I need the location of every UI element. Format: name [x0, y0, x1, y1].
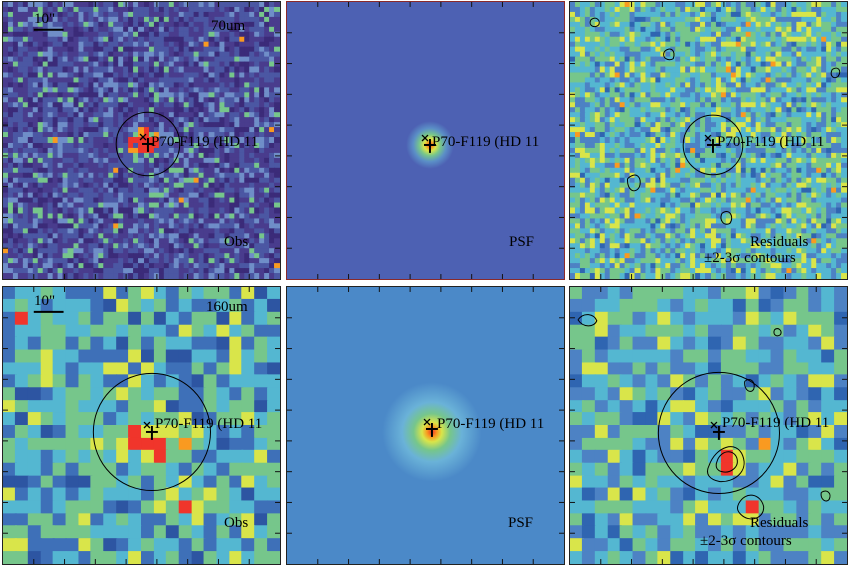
source-marker-70um-psf — [421, 134, 436, 153]
panel-label: Obs — [224, 515, 249, 531]
residual-contours — [577, 314, 831, 520]
panel-160um-observation: 10" 160um P70-F119 (HD 11 Obs — [2, 286, 281, 565]
frame-ticks — [570, 287, 847, 564]
contours-label: ±2-3σ contours — [704, 250, 796, 266]
panel-160um-residuals: P70-F119 (HD 11 Residuals ±2-3σ contours — [569, 286, 848, 565]
residuals-label: Residuals — [750, 515, 809, 531]
residuals-label: Residuals — [750, 234, 809, 250]
panel-svg — [287, 2, 564, 279]
pixel-map — [570, 2, 847, 279]
frame-ticks — [570, 2, 847, 279]
panel-svg — [3, 2, 280, 279]
panel-svg — [570, 287, 847, 564]
source-label: P70-F119 (HD 11 — [717, 134, 825, 150]
psf-image — [287, 287, 564, 564]
residual-contours — [589, 17, 841, 225]
panel-label: PSF — [509, 234, 535, 250]
pixel-map — [3, 287, 280, 564]
source-marker-160um-obs — [143, 421, 158, 440]
source-marker-160um-psf — [423, 418, 438, 437]
aperture-circle — [92, 372, 211, 492]
scale-bar-label: 10" — [34, 11, 56, 27]
panel-svg — [570, 2, 847, 279]
frame-ticks — [3, 287, 280, 564]
source-label: P70-F119 (HD 11 — [437, 416, 545, 432]
source-marker-70um-obs — [115, 111, 181, 177]
source-marker-70um-residual — [704, 134, 719, 153]
panel-70um-psf: P70-F119 (HD 11 PSF — [286, 1, 565, 280]
panel-160um-psf: P70-F119 (HD 11 PSF — [286, 286, 565, 565]
frame-ticks — [3, 2, 280, 279]
pixel-map — [570, 287, 847, 564]
band-label: 70um — [211, 18, 246, 34]
source-label: P70-F119 (HD 11 — [722, 415, 830, 431]
panel-label: PSF — [508, 515, 534, 531]
source-label: P70-F119 (HD 11 — [155, 416, 263, 432]
psf-image — [287, 2, 564, 279]
panel-label: Obs — [224, 234, 249, 250]
scale-bar-label: 10" — [34, 293, 56, 309]
panel-svg — [287, 287, 564, 564]
contours-label: ±2-3σ contours — [700, 533, 792, 549]
source-label: P70-F119 (HD 11 — [151, 134, 259, 150]
aperture-circle — [682, 114, 744, 176]
frame-ticks — [287, 2, 564, 279]
panel-70um-residuals: P70-F119 (HD 11 Residuals ±2-3σ contours — [569, 1, 848, 280]
frame-ticks — [287, 287, 564, 564]
aperture-circle — [657, 371, 780, 495]
band-label: 160um — [206, 299, 248, 315]
source-marker-160um-residual — [710, 421, 725, 440]
panel-svg — [3, 287, 280, 564]
source-label: P70-F119 (HD 11 — [432, 134, 540, 150]
panel-70um-observation: 10" 70um P70-F119 (HD 11 Obs — [2, 1, 281, 280]
